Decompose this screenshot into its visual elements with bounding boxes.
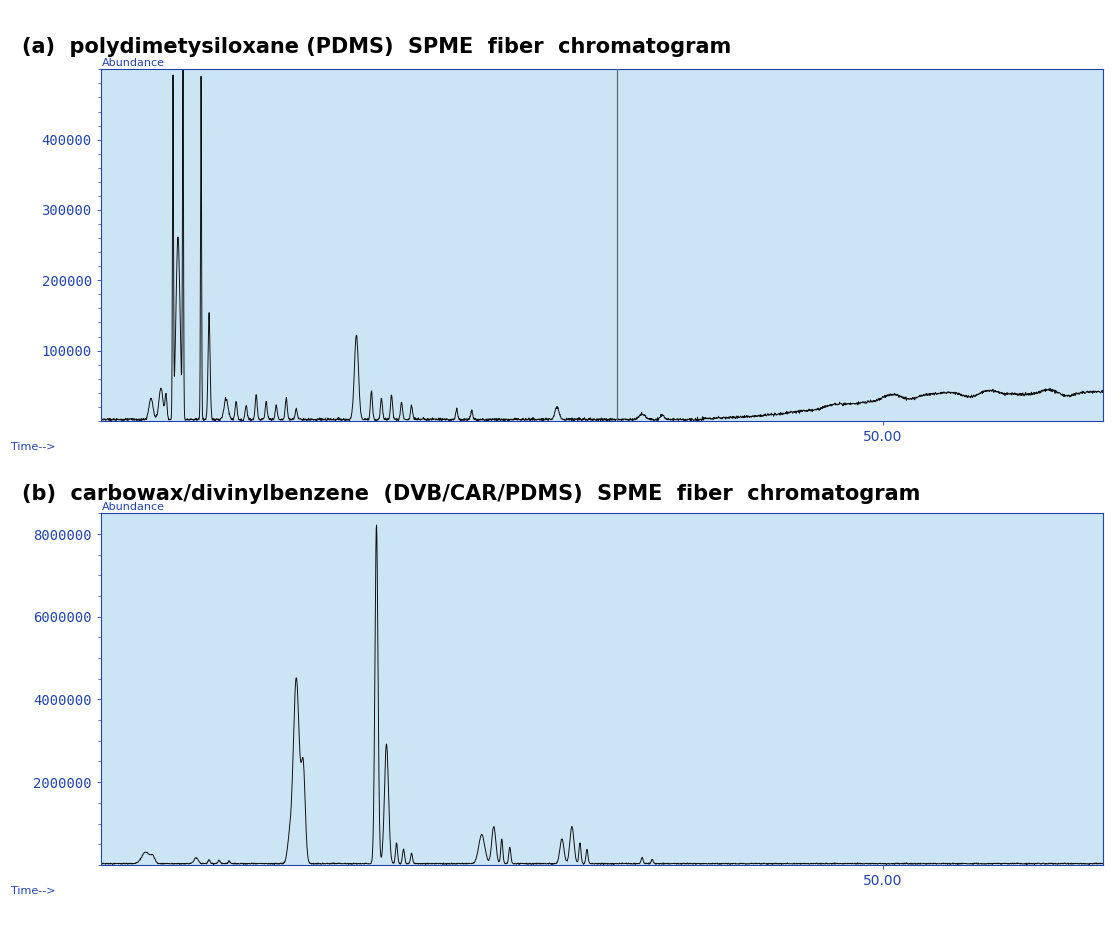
- Text: (a)  polydimetysiloxane (PDMS)  SPME  fiber  chromatogram: (a) polydimetysiloxane (PDMS) SPME fiber…: [22, 37, 731, 57]
- Text: (b)  carbowax/divinylbenzene  (DVB/CAR/PDMS)  SPME  fiber  chromatogram: (b) carbowax/divinylbenzene (DVB/CAR/PDM…: [22, 484, 921, 504]
- Text: Time-->: Time-->: [10, 442, 55, 452]
- Text: Time-->: Time-->: [10, 886, 55, 896]
- Text: Abundance: Abundance: [102, 58, 165, 68]
- Text: Abundance: Abundance: [102, 502, 165, 512]
